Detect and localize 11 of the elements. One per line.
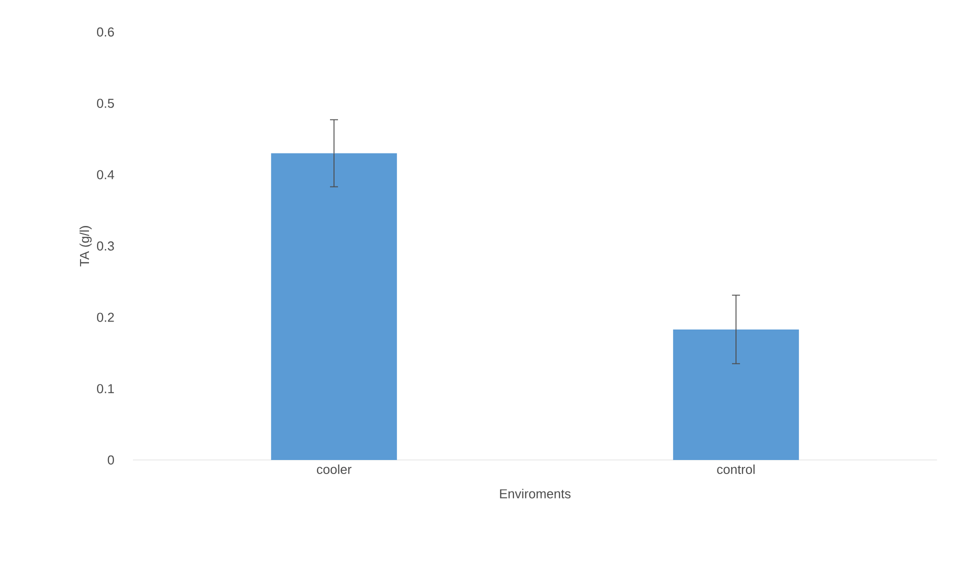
y-tick-label: 0.5 [96, 98, 114, 108]
x-tick-label: control [717, 464, 755, 474]
x-tick-label: cooler [316, 464, 352, 474]
y-tick-label: 0.6 [96, 27, 114, 37]
y-tick-label: 0.3 [96, 241, 114, 251]
x-axis-title: Enviroments [500, 488, 571, 498]
y-tick-label: 0 [108, 455, 114, 465]
y-tick-label: 0.4 [96, 170, 114, 180]
y-tick-label: 0.1 [96, 384, 114, 394]
y-axis-title: TA (g/l) [80, 226, 92, 266]
y-tick-label: 0.2 [96, 312, 114, 322]
